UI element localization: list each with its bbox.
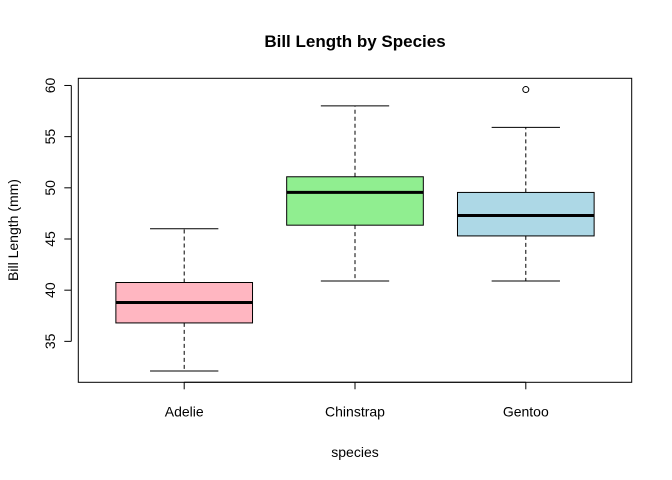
box-adelie — [115, 228, 254, 372]
y-axis: 35 40 45 50 55 60 — [42, 77, 72, 349]
y-tick-label: 35 — [42, 333, 58, 349]
iqr-box — [286, 176, 424, 226]
box-chinstrap — [286, 105, 424, 282]
x-axis: Adelie Chinstrap Gentoo — [165, 381, 549, 419]
y-tick-label: 60 — [42, 77, 58, 93]
x-axis-label: species — [331, 444, 378, 460]
y-tick-label: 40 — [42, 282, 58, 298]
chart-title: Bill Length by Species — [264, 32, 445, 51]
y-tick-label: 50 — [42, 180, 58, 196]
y-tick-label: 55 — [42, 129, 58, 145]
outlier-point — [522, 86, 530, 94]
box-gentoo — [456, 86, 595, 282]
x-tick-label: Gentoo — [503, 403, 549, 419]
boxes — [115, 86, 595, 372]
y-axis-label: Bill Length (mm) — [5, 179, 21, 281]
y-tick-label: 45 — [42, 231, 58, 247]
x-tick-label: Adelie — [165, 403, 204, 419]
x-tick-label: Chinstrap — [325, 403, 385, 419]
